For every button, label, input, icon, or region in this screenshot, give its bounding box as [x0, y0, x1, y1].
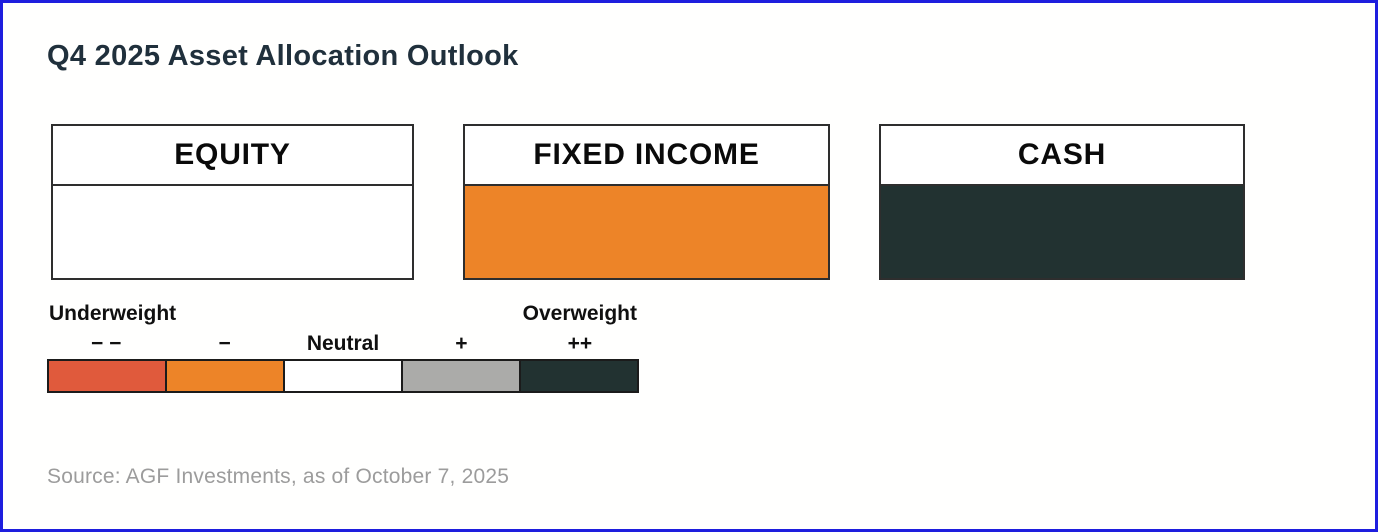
legend-symbol-double-plus: ++ — [567, 332, 593, 355]
legend-swatch-plus — [401, 361, 519, 391]
legend-swatch-minus — [165, 361, 283, 391]
asset-box-fixed-income-label: FIXED INCOME — [465, 126, 828, 186]
legend-underweight-label: Underweight — [49, 302, 177, 325]
asset-box-equity: EQUITY — [51, 124, 414, 280]
asset-box-cash-label: CASH — [881, 126, 1243, 186]
asset-box-equity-label: EQUITY — [53, 126, 412, 186]
legend-endpoint-labels: Underweight Overweight — [47, 302, 639, 329]
legend-color-strip — [47, 359, 639, 393]
asset-box-fixed-income-stance-fill — [465, 186, 828, 278]
asset-box-cash: CASH — [879, 124, 1245, 280]
legend-symbol-minus: − — [218, 332, 231, 355]
legend-overweight-label: Overweight — [522, 302, 637, 325]
asset-box-fixed-income: FIXED INCOME — [463, 124, 830, 280]
legend-symbol-plus: + — [455, 332, 468, 355]
asset-box-equity-stance-fill — [53, 186, 412, 278]
legend-symbol-double-minus: − − — [91, 332, 122, 355]
legend-symbol-neutral: Neutral — [306, 332, 380, 355]
asset-box-cash-stance-fill — [881, 186, 1243, 278]
page-title: Q4 2025 Asset Allocation Outlook — [47, 40, 519, 72]
legend-swatch-double-minus — [49, 361, 165, 391]
legend-swatch-double-plus — [519, 361, 637, 391]
source-note: Source: AGF Investments, as of October 7… — [47, 465, 510, 488]
legend-swatch-neutral — [283, 361, 401, 391]
legend-symbol-row: − − − Neutral + ++ — [47, 330, 639, 357]
weighting-scale-legend: Underweight Overweight − − − Neutral + +… — [47, 302, 639, 393]
